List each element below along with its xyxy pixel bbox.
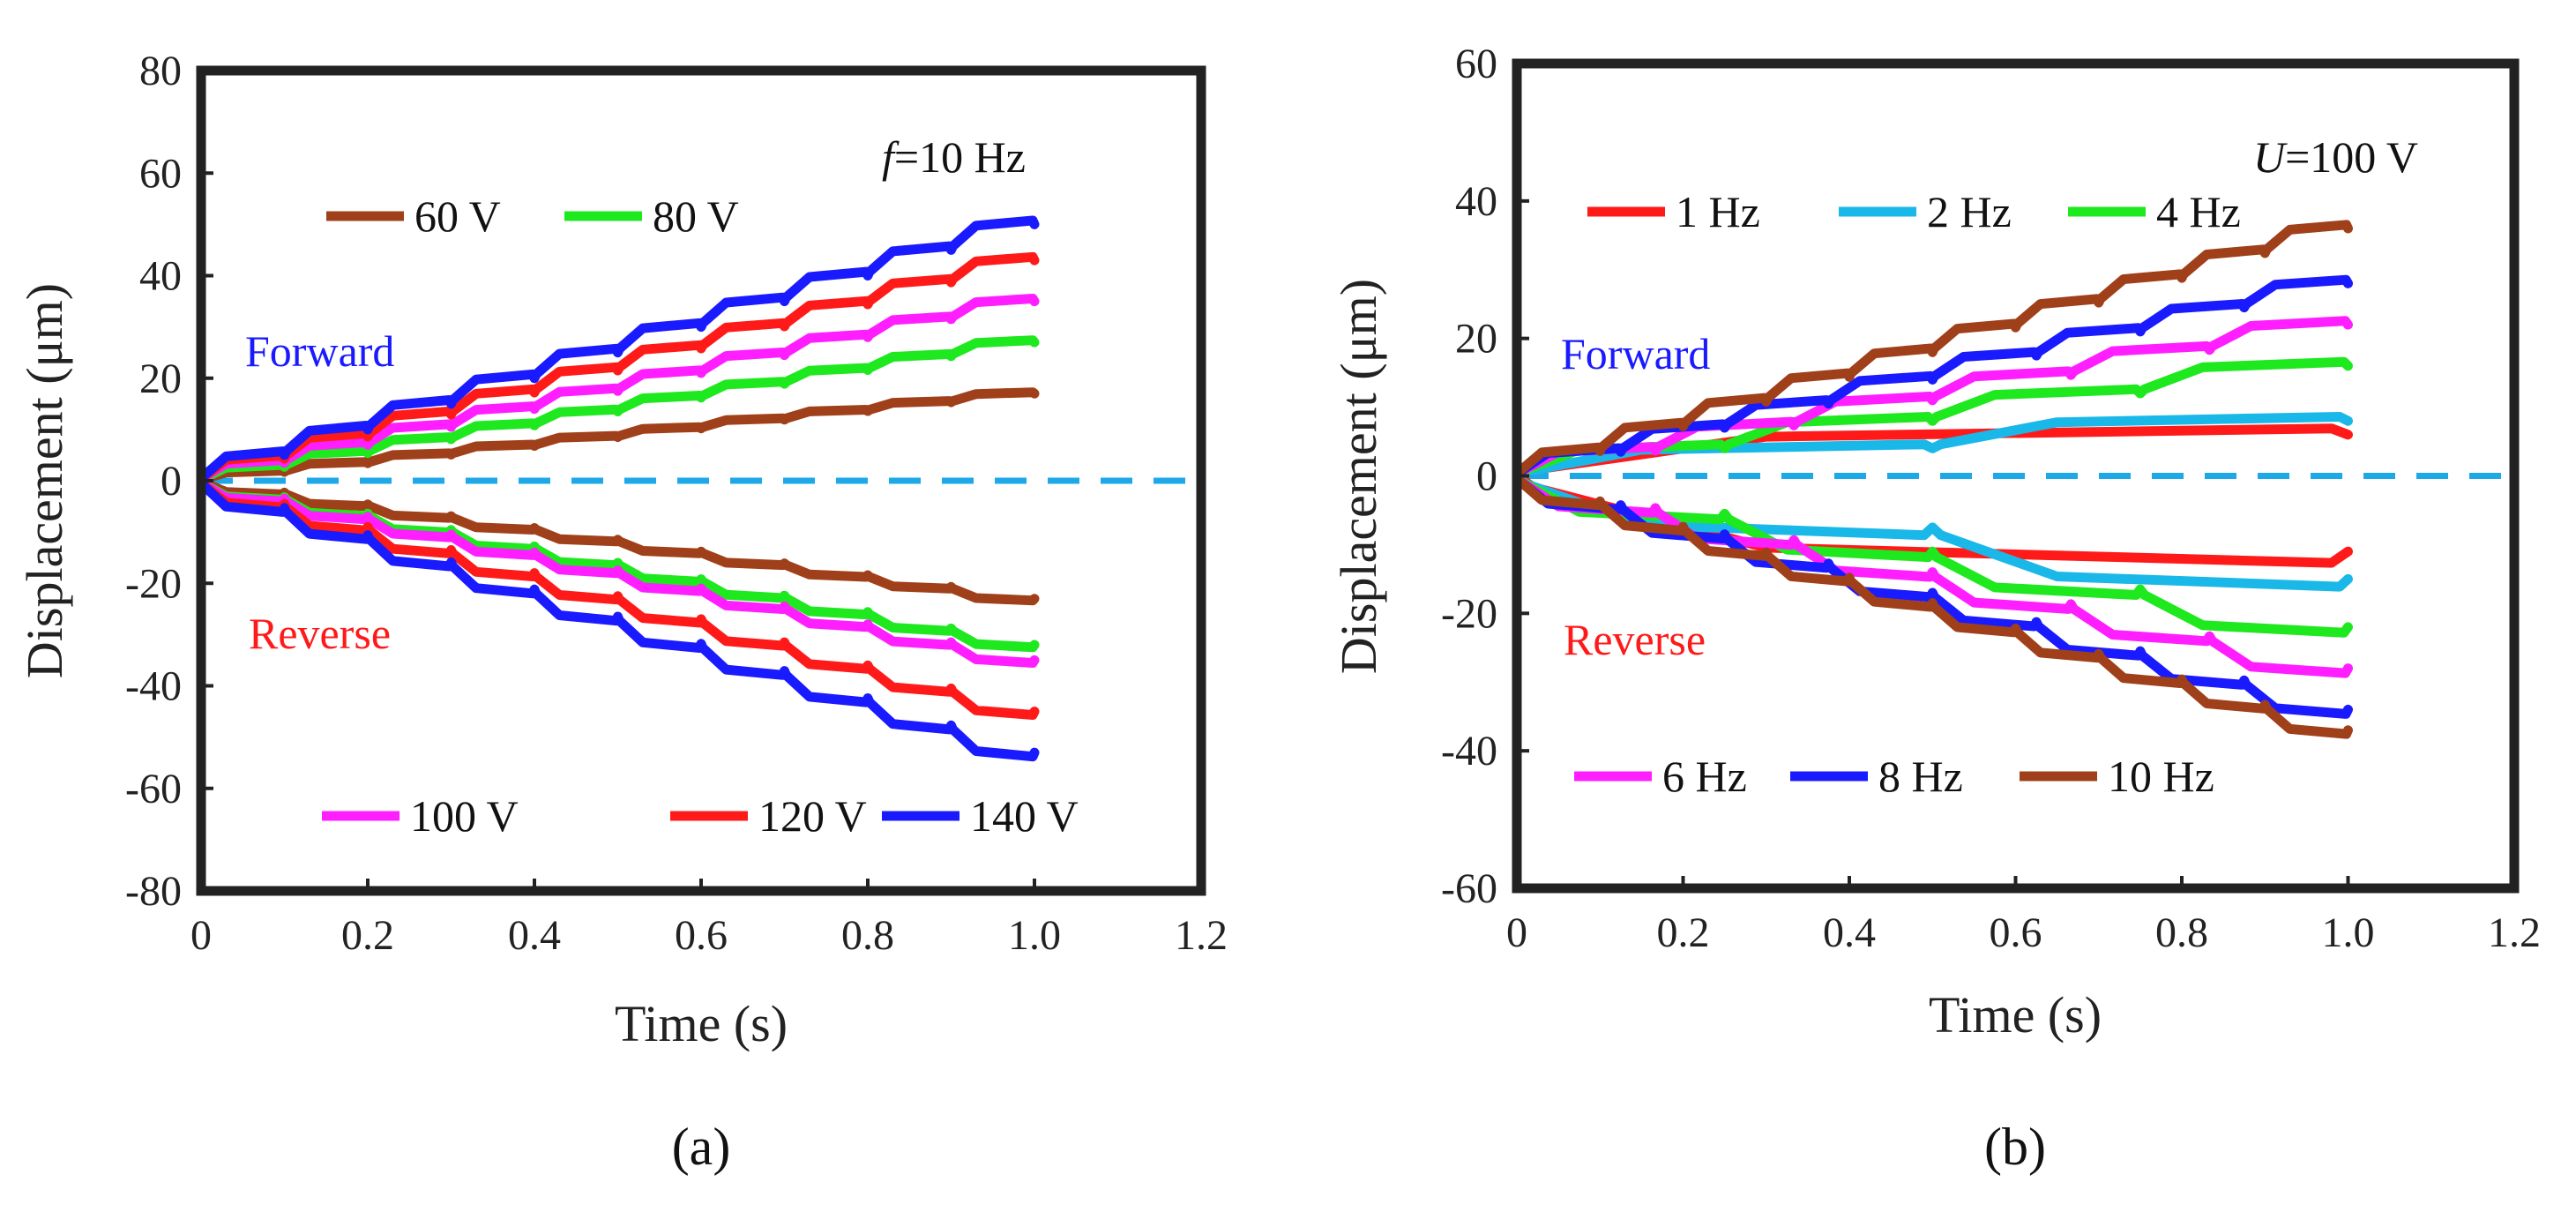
- panel-a-xtick-label: 0.8: [841, 912, 894, 959]
- panel-a-reverse-series-100v: [196, 475, 1040, 668]
- panel-b-xtick-label: 1.2: [2488, 909, 2541, 956]
- panel-b-legend-label: 2 Hz: [1927, 187, 2012, 236]
- panel-b-reverse-series-6hz: [1512, 471, 2353, 678]
- panel-a-forward-label: Forward: [245, 326, 394, 376]
- panel-b-xtick-label: 0.6: [1990, 909, 2042, 956]
- panel-a-forward-series-60v: [196, 387, 1040, 486]
- panel-a-xtick-label: 0.4: [508, 912, 561, 959]
- panel-a-forward-series-80v: [196, 335, 1040, 486]
- panel-b-legend-label: 4 Hz: [2156, 187, 2241, 236]
- panel-b-reverse-label: Reverse: [1564, 615, 1706, 664]
- panel-b-caption: (b): [1984, 1118, 2046, 1176]
- panel-a-ytick-label: -60: [125, 766, 182, 812]
- panel-a-legend-label: 100 V: [410, 791, 519, 841]
- panel-a-forward-series-140v: [196, 215, 1040, 486]
- panel-a-forward-series-100v: [196, 294, 1040, 486]
- panel-b-reverse-series-4hz: [1512, 471, 2353, 638]
- panel-a-ytick-label: 20: [139, 355, 182, 402]
- panel-a-ytick-label: -20: [125, 560, 182, 607]
- panel-b-reverse-series-8hz: [1512, 471, 2353, 719]
- panel-b-reverse-series-10hz: [1512, 471, 2353, 739]
- panel-a-legend-label: 80 V: [653, 191, 739, 241]
- panel-a-ylabel: Displacement (μm): [16, 283, 73, 678]
- panel-b-xtick-label: 0.2: [1657, 909, 1710, 956]
- panel-b-ytick-label: -40: [1441, 728, 1497, 774]
- panel-b-forward-series-4hz: [1512, 356, 2353, 481]
- panel-b-legend: 1 Hz 2 Hz 4 Hz 6 Hz 8 Hz 10 Hz: [1574, 187, 2241, 801]
- panel-b-legend-label: 8 Hz: [1878, 752, 1963, 801]
- panel-b-forward-series-6hz: [1512, 316, 2353, 481]
- panel-a-xtick-label: 0.2: [341, 912, 394, 959]
- panel-b-series: [1512, 220, 2514, 739]
- panel-a-reverse-series-140v: [196, 475, 1040, 762]
- panel-a-ytick-label: 0: [161, 458, 182, 505]
- panel-a-ytick-label: 80: [139, 48, 182, 94]
- panel-a-forward-series-120v: [196, 251, 1040, 486]
- panel-b-xtick-label: 0.4: [1823, 909, 1876, 956]
- panel-a-xtick-label: 0: [190, 912, 212, 959]
- panel-a-legend: 60 V 80 V 100 V 120 V 140 V: [322, 191, 1079, 841]
- panel-b-condition: U=100 V: [2253, 132, 2418, 182]
- panel-b-forward-series-2hz: [1512, 412, 2353, 481]
- panel-b-ytick-label: -60: [1441, 865, 1497, 912]
- panel-b-forward-series-10hz: [1512, 220, 2353, 481]
- panel-a-condition: f=10 Hz: [882, 132, 1026, 182]
- panel-a-ticks: 0 0.2 0.4 0.6 0.8 1.0 1.2 80 60 40 20 0 -20 -40 -60 -80: [125, 48, 1228, 959]
- panel-b-xtick-label: 0.8: [2155, 909, 2208, 956]
- panel-b-xtick-label: 0: [1506, 909, 1527, 956]
- panel-a-condition-value: =10 Hz: [894, 132, 1026, 182]
- panel-a-xtick-label: 1.0: [1008, 912, 1061, 959]
- panel-b-ytick-label: 60: [1455, 41, 1497, 87]
- panel-a-legend-label: 60 V: [414, 191, 501, 241]
- panel-b-ticks: 0 0.2 0.4 0.6 0.8 1.0 1.2 60 40 20 0 -20 -40 -60: [1441, 41, 2541, 956]
- panel-b-ytick-label: 0: [1476, 453, 1497, 500]
- panel-a-reverse-label: Reverse: [249, 609, 391, 658]
- panel-a-xlabel: Time (s): [615, 995, 788, 1052]
- panel-b-xtick-label: 1.0: [2322, 909, 2375, 956]
- panel-a-ytick-label: 60: [139, 150, 182, 197]
- panel-b-xlabel: Time (s): [1929, 986, 2102, 1044]
- panel-a-ytick-label: 40: [139, 253, 182, 300]
- panel-b-ytick-label: -20: [1441, 590, 1497, 637]
- panel-b-ytick-label: 40: [1455, 178, 1497, 225]
- panel-a-caption: (a): [672, 1118, 731, 1176]
- panel-b-ylabel: Displacement (μm): [1330, 279, 1387, 674]
- panel-a: 0 0.2 0.4 0.6 0.8 1.0 1.2 80 60 40 20 0 -20 -40 -60 -80…: [16, 48, 1228, 1176]
- panel-a-reverse-series-60v: [196, 475, 1040, 606]
- panel-b-ytick-label: 20: [1455, 316, 1497, 363]
- panel-b-forward-series-8hz: [1512, 274, 2353, 481]
- panel-a-series: [196, 215, 1201, 762]
- panel-b: 0 0.2 0.4 0.6 0.8 1.0 1.2 60 40 20 0 -20 -40 -60 Time…: [1330, 41, 2541, 1176]
- panel-a-legend-label: 140 V: [970, 791, 1079, 841]
- panel-b-legend-label: 1 Hz: [1676, 187, 1760, 236]
- panel-b-condition-var: U: [2253, 132, 2288, 182]
- panel-b-forward-label: Forward: [1561, 329, 1710, 378]
- panel-b-condition-value: =100 V: [2285, 132, 2418, 182]
- panel-a-ytick-label: -80: [125, 868, 182, 915]
- panel-a-legend-label: 120 V: [758, 791, 867, 841]
- panel-a-reverse-series-120v: [196, 475, 1040, 720]
- panel-a-xtick-label: 0.6: [675, 912, 728, 959]
- panel-b-legend-label: 6 Hz: [1662, 752, 1747, 801]
- panel-b-legend-label: 10 Hz: [2108, 752, 2214, 801]
- panel-a-xtick-label: 1.2: [1175, 912, 1228, 959]
- panel-a-ytick-label: -40: [125, 663, 182, 710]
